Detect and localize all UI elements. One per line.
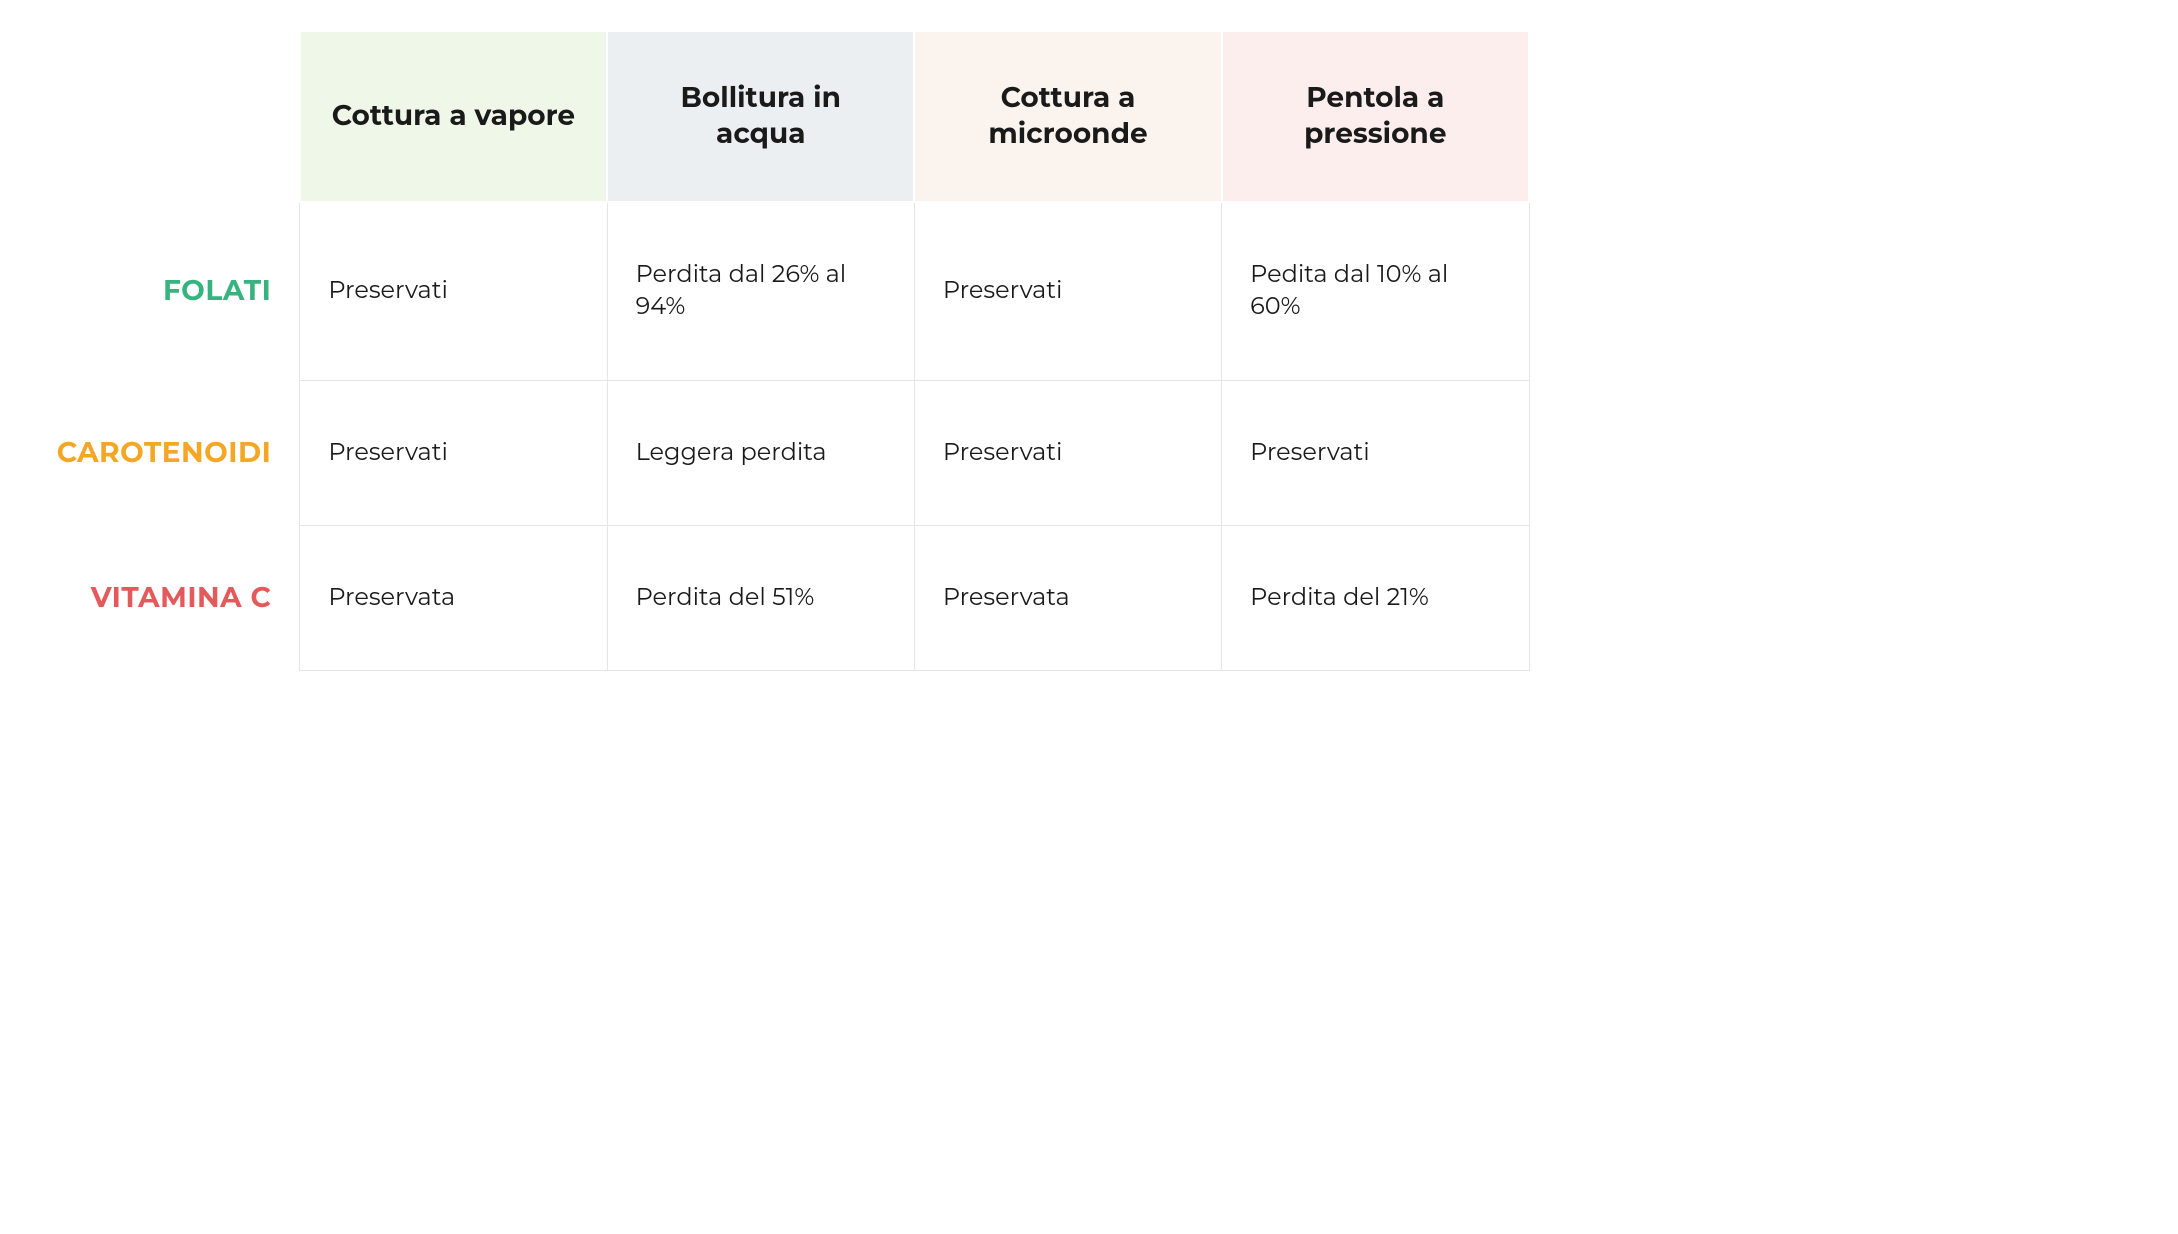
cell: Preservata (914, 525, 1221, 670)
table: Cottura a vapore Bollitura in acqua Cott… (30, 30, 1530, 671)
table-row: CAROTENOIDI Preservati Leggera perdita P… (30, 380, 1529, 525)
cell: Perdita del 51% (607, 525, 914, 670)
cell: Pedita dal 10% al 60% (1222, 202, 1529, 380)
cell: Leggera perdita (607, 380, 914, 525)
header-row: Cottura a vapore Bollitura in acqua Cott… (30, 31, 1529, 202)
row-header-folati: FOLATI (30, 202, 300, 380)
cell: Preservati (300, 380, 607, 525)
cell: Perdita del 21% (1222, 525, 1529, 670)
table-row: VITAMINA C Preservata Perdita del 51% Pr… (30, 525, 1529, 670)
row-header-carotenoidi: CAROTENOIDI (30, 380, 300, 525)
cell: Preservati (1222, 380, 1529, 525)
table-row: FOLATI Preservati Perdita dal 26% al 94%… (30, 202, 1529, 380)
cell: Preservata (300, 525, 607, 670)
col-header-2: Cottura a microonde (914, 31, 1221, 202)
cell: Preservati (914, 202, 1221, 380)
cell: Perdita dal 26% al 94% (607, 202, 914, 380)
col-header-0: Cottura a vapore (300, 31, 607, 202)
col-header-1: Bollitura in acqua (607, 31, 914, 202)
cell: Preservati (300, 202, 607, 380)
col-header-3: Pentola a pressione (1222, 31, 1529, 202)
cell: Preservati (914, 380, 1221, 525)
nutrient-cooking-table: Cottura a vapore Bollitura in acqua Cott… (30, 30, 2148, 671)
corner-cell (30, 31, 300, 202)
row-header-vitaminac: VITAMINA C (30, 525, 300, 670)
